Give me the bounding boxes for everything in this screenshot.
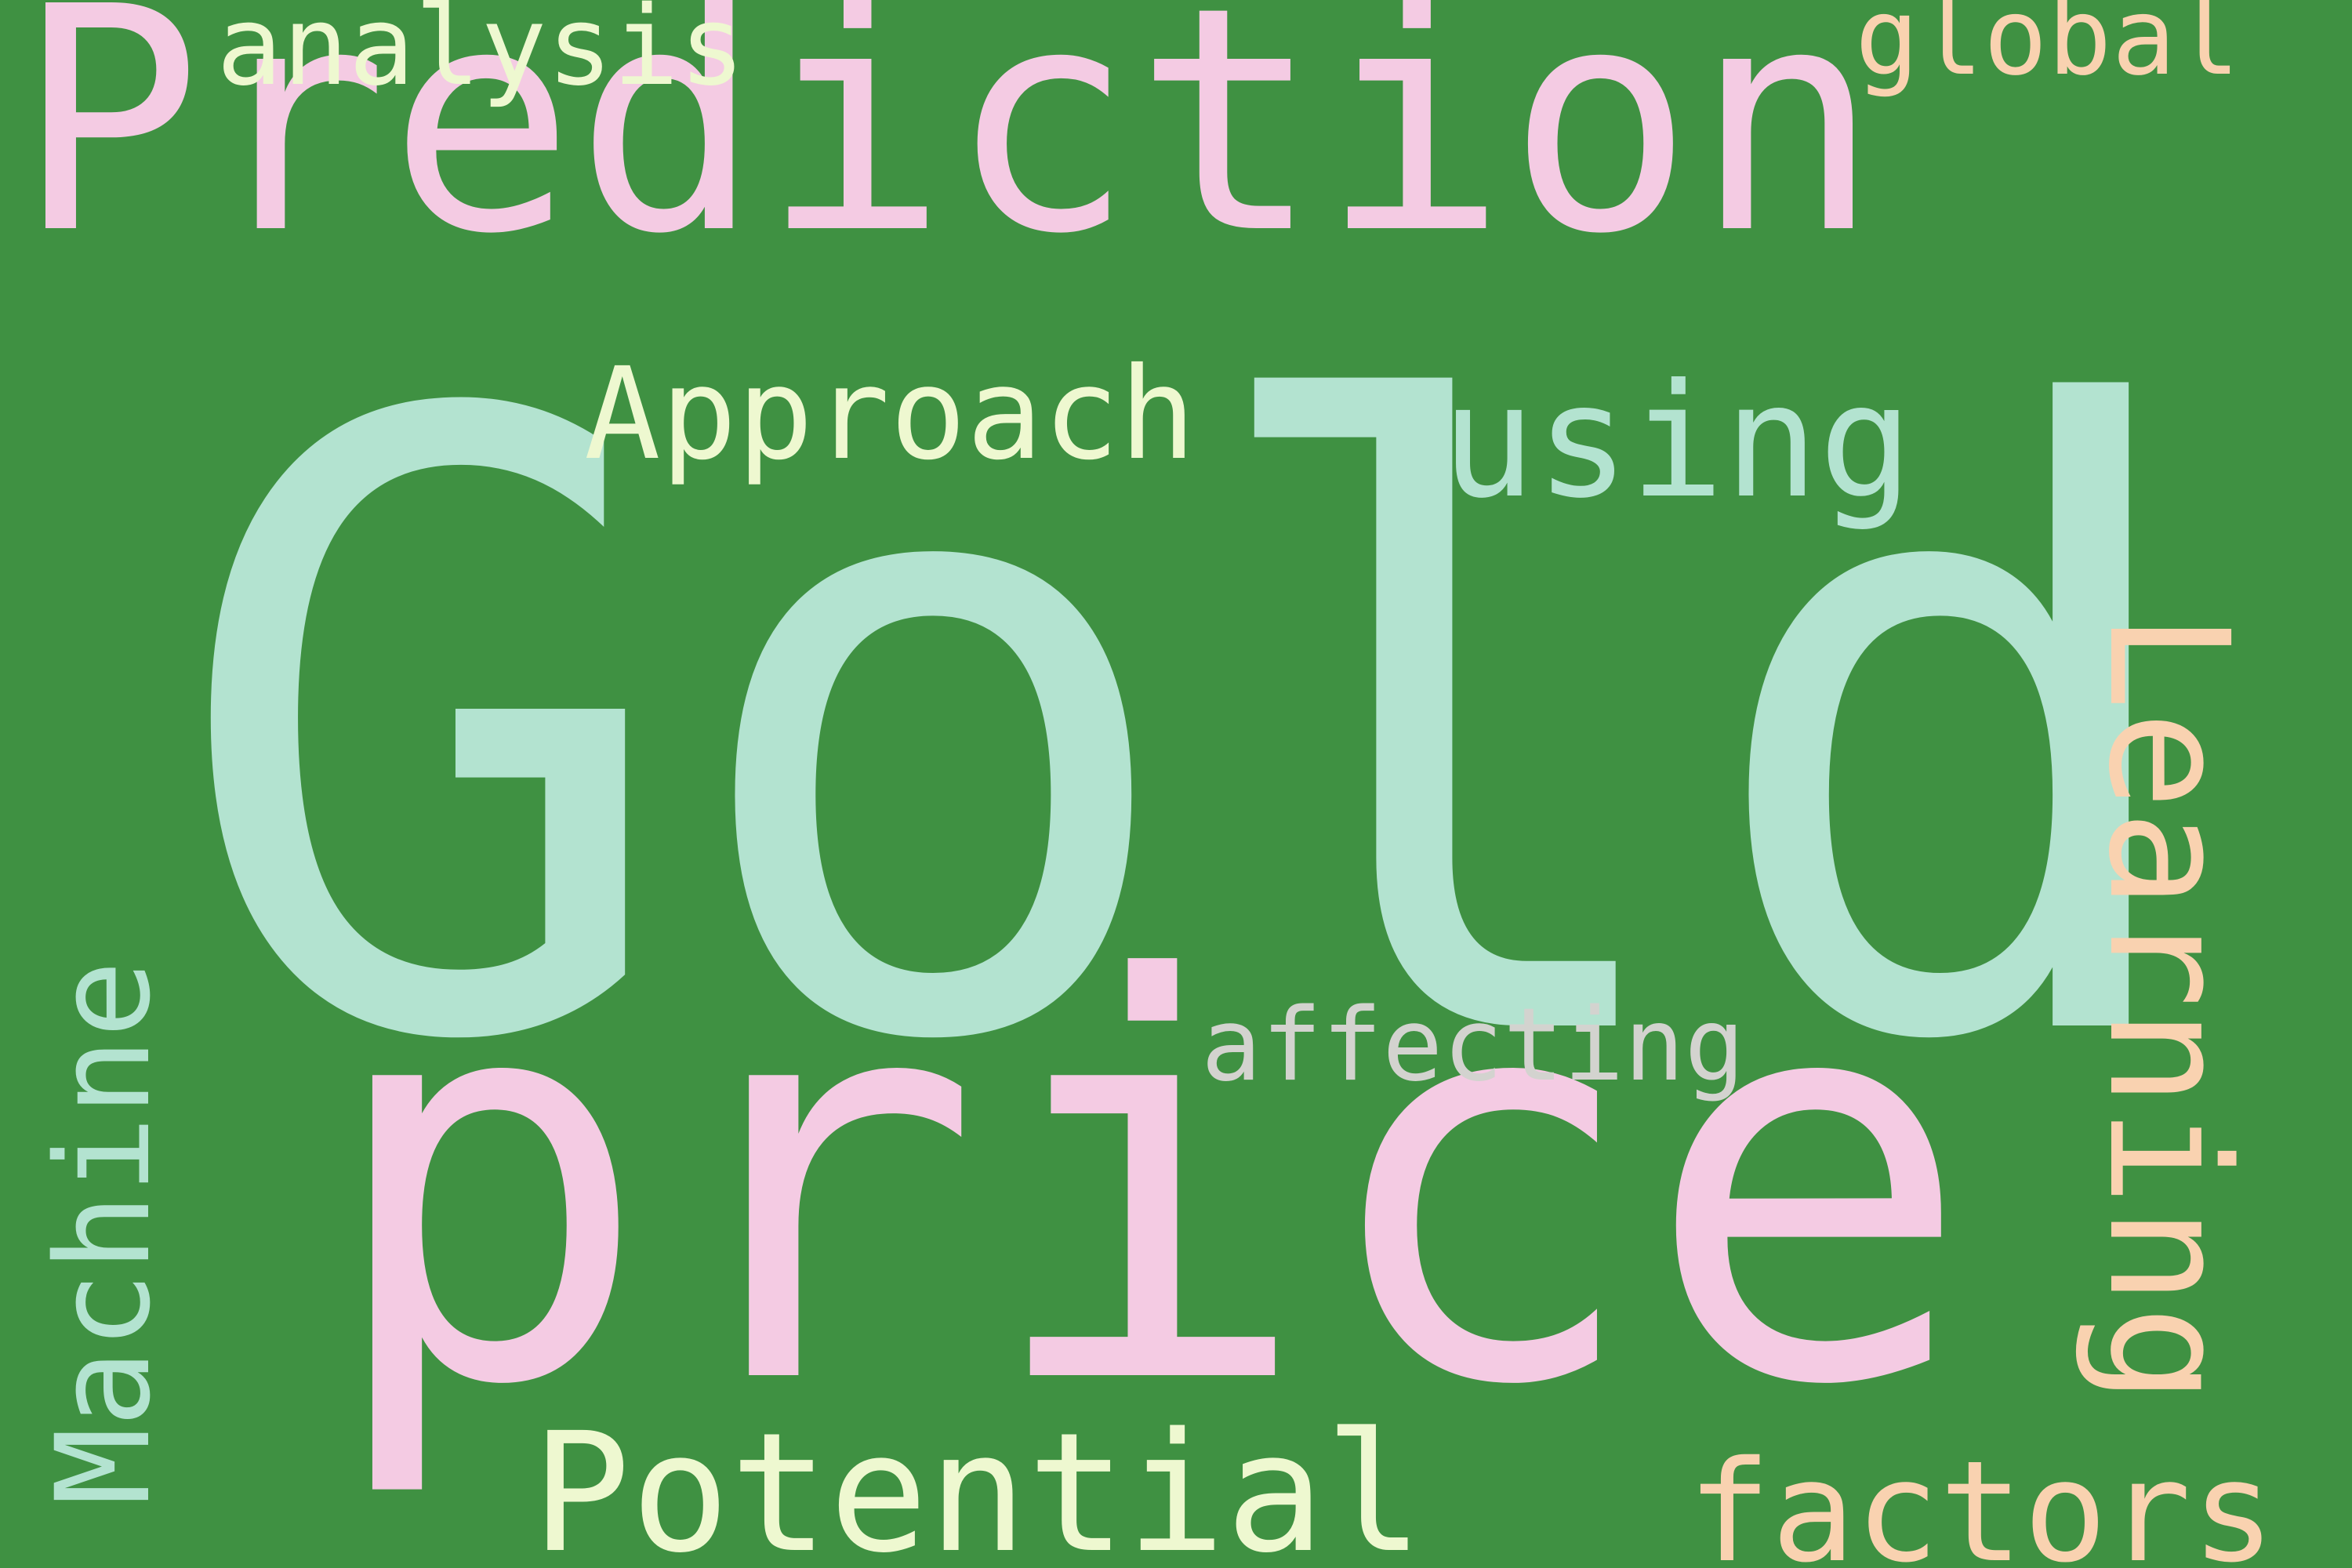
word-learning: Learning <box>2072 612 2264 1405</box>
word-analysis: analysis <box>216 0 746 111</box>
word-approach: Approach <box>584 341 1196 488</box>
word-using: using <box>1441 350 1914 533</box>
word-potential: Potential <box>532 1397 1424 1568</box>
word-price: price <box>321 866 1974 1505</box>
word-affecting: affecting <box>1201 987 1745 1104</box>
word-global: global <box>1855 0 2241 100</box>
word-prediction: Prediction <box>16 0 1881 302</box>
word-machine: Machine <box>28 960 179 1505</box>
word-gold: Gold <box>169 240 2208 1225</box>
word-factors: factors <box>1687 1431 2276 1568</box>
